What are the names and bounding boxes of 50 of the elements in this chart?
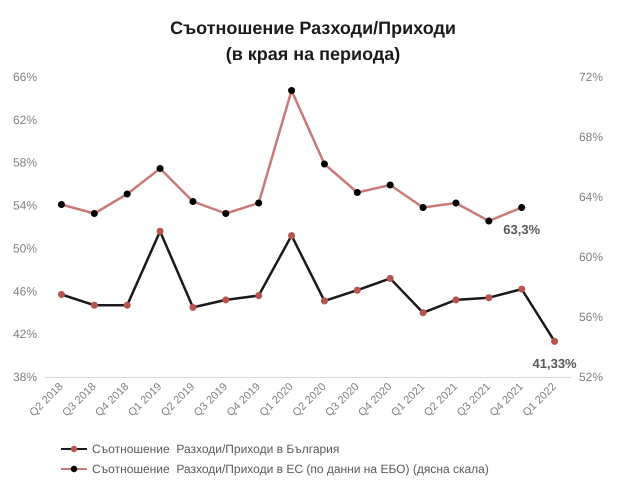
y-tick-label: 66% bbox=[12, 70, 38, 84]
y-tick-label: 58% bbox=[12, 156, 38, 170]
legend-label: Съотношение Разходи/Приходи в България bbox=[92, 442, 340, 456]
point bbox=[320, 297, 328, 304]
point bbox=[124, 190, 131, 198]
point bbox=[58, 291, 65, 298]
point bbox=[156, 228, 164, 235]
point bbox=[386, 182, 394, 188]
point bbox=[485, 218, 492, 224]
point bbox=[255, 292, 262, 300]
y2-tick-label: 60% bbox=[579, 250, 604, 264]
data-label: 63,3% bbox=[503, 222, 541, 237]
point bbox=[420, 204, 427, 211]
y-tick-label: 46% bbox=[12, 284, 38, 298]
data-label: 41,33% bbox=[532, 356, 578, 371]
point bbox=[354, 286, 361, 294]
point bbox=[485, 294, 492, 302]
point bbox=[288, 87, 296, 94]
y2-tick-label: 52% bbox=[579, 370, 604, 384]
y-tick-label: 38% bbox=[12, 370, 38, 384]
point bbox=[551, 338, 558, 345]
point bbox=[124, 302, 131, 309]
point bbox=[156, 165, 164, 172]
point bbox=[189, 304, 196, 311]
point bbox=[255, 200, 262, 206]
y2-tick-label: 56% bbox=[579, 310, 604, 324]
point bbox=[452, 296, 460, 304]
point bbox=[288, 232, 296, 240]
point bbox=[90, 210, 98, 217]
point bbox=[354, 189, 361, 196]
point bbox=[420, 309, 427, 316]
y-tick-label: 42% bbox=[12, 327, 38, 342]
y-tick-label: 54% bbox=[12, 198, 38, 213]
y-tick-label: 62% bbox=[12, 112, 38, 127]
point bbox=[518, 286, 526, 293]
point bbox=[222, 296, 230, 304]
y2-tick-label: 64% bbox=[579, 190, 604, 204]
y2-tick-label: 72% bbox=[579, 70, 604, 84]
point bbox=[518, 204, 526, 211]
point bbox=[452, 200, 460, 206]
y2-tick-label: 68% bbox=[579, 130, 604, 144]
point bbox=[58, 201, 65, 208]
point bbox=[90, 302, 98, 309]
y-tick-label: 50% bbox=[12, 241, 38, 256]
point bbox=[386, 274, 394, 282]
chart-title: Съотношение Разходи/Приходи (в края на периода) bbox=[170, 18, 456, 64]
point bbox=[189, 198, 196, 205]
legend-label: Съотношение Разходи/Приходи в ЕС (по данни на ЕБО) (дясна скала) bbox=[92, 462, 489, 476]
point bbox=[320, 160, 328, 168]
point bbox=[222, 210, 230, 217]
